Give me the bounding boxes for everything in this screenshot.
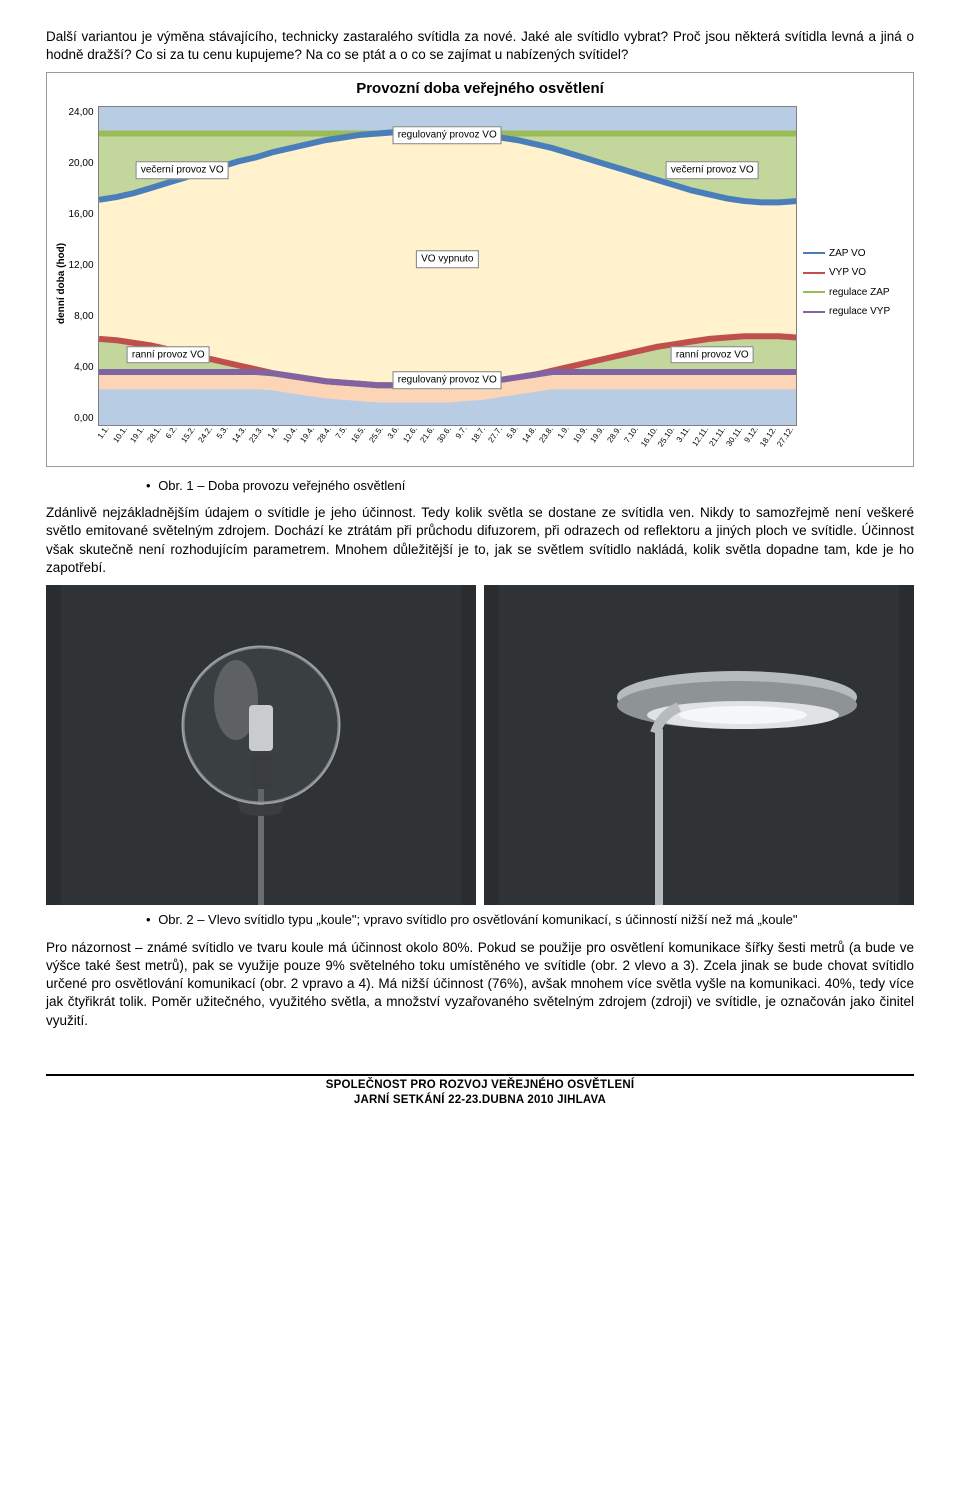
photo-globe-luminaire bbox=[46, 585, 476, 905]
chart-y-ticks: 24,0020,0016,0012,008,004,000,00 bbox=[69, 106, 98, 426]
legend-item: regulace VYP bbox=[803, 305, 907, 319]
chart-plot-area: regulovaný provoz VO večerní provoz VO več… bbox=[98, 106, 797, 426]
figure1-caption-text: Obr. 1 – Doba provozu veřejného osvětlen… bbox=[158, 478, 405, 493]
legend-item: VYP VO bbox=[803, 266, 907, 280]
legend-item: ZAP VO bbox=[803, 247, 907, 261]
footer-line2: JARNÍ SETKÁNÍ 22-23.DUBNA 2010 JIHLAVA bbox=[46, 1093, 914, 1109]
chart-annotation: ranní provoz VO bbox=[127, 346, 210, 364]
chart-legend: ZAP VO VYP VO regulace ZAP regulace VYP bbox=[797, 106, 907, 460]
chart-annotation: ranní provoz VO bbox=[671, 346, 754, 364]
figure1-caption: • Obr. 1 – Doba provozu veřejného osvětl… bbox=[146, 477, 914, 495]
chart-title: Provozní doba veřejného osvětlení bbox=[53, 77, 907, 105]
legend-item: regulace ZAP bbox=[803, 286, 907, 300]
chart-annotation: večerní provoz VO bbox=[136, 162, 229, 180]
photo-road-luminaire bbox=[484, 585, 914, 905]
chart-x-ticks: 1.1.10.1.19.1.28.1.6.2.15.2.24.2.5.3.14.… bbox=[98, 426, 797, 460]
chart-annotation: VO vypnuto bbox=[416, 251, 478, 269]
chart-annotation: regulovaný provoz VO bbox=[393, 127, 502, 145]
figure2-caption: • Obr. 2 – Vlevo svítidlo typu „koule"; … bbox=[146, 911, 914, 929]
chart-y-axis-label: denní doba (hod) bbox=[53, 106, 69, 460]
chart-annotation: regulovaný provoz VO bbox=[393, 371, 502, 389]
bullet-icon: • bbox=[146, 912, 155, 927]
bullet-icon: • bbox=[146, 478, 155, 493]
intro-paragraph: Další variantou je výměna stávajícího, t… bbox=[46, 28, 914, 64]
final-paragraph: Pro názornost – známé svítidlo ve tvaru … bbox=[46, 939, 914, 1030]
figure2-photos bbox=[46, 585, 914, 905]
chart-annotation: večerní provoz VO bbox=[666, 162, 759, 180]
footer-line1: SPOLEČNOST PRO ROZVOJ VEŘEJNÉHO OSVĚTLEN… bbox=[46, 1078, 914, 1094]
figure2-caption-text: Obr. 2 – Vlevo svítidlo typu „koule"; vp… bbox=[158, 912, 797, 927]
middle-paragraph: Zdánlivě nejzákladnějším údajem o svítid… bbox=[46, 504, 914, 577]
page-footer: SPOLEČNOST PRO ROZVOJ VEŘEJNÉHO OSVĚTLEN… bbox=[46, 1076, 914, 1109]
chart-provozni-doba: Provozní doba veřejného osvětlení denní … bbox=[46, 72, 914, 466]
